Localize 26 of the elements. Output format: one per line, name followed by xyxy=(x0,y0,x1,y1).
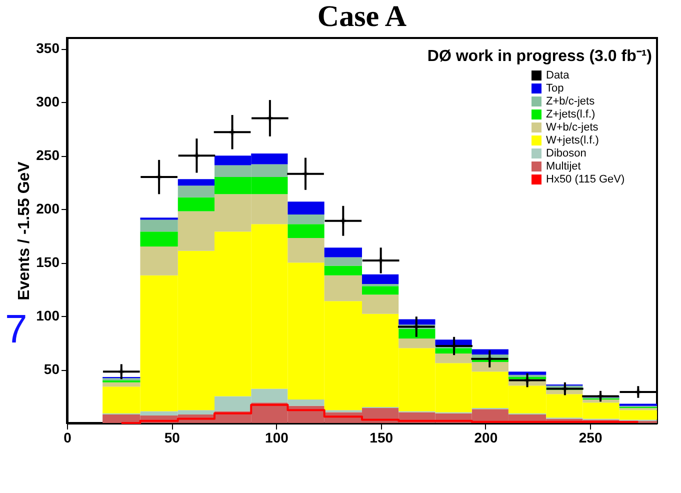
x-tick-label: 100 xyxy=(265,430,289,446)
y-tick-label: 150 xyxy=(36,254,60,270)
legend-label: Multijet xyxy=(546,160,581,172)
y-axis-title: Events / -1.55 GeV xyxy=(16,161,34,300)
legend-label: W+b/c-jets xyxy=(546,122,599,134)
legend-label: Diboson xyxy=(546,148,586,160)
legend-label: Z+b/c-jets xyxy=(546,96,596,108)
x-tick-label: 150 xyxy=(370,430,394,446)
text: 7 xyxy=(5,308,28,352)
y-tick-label: 100 xyxy=(36,308,60,324)
y-tick-label: 250 xyxy=(36,147,60,164)
legend-label: Data xyxy=(546,70,570,82)
y-tick-label: 350 xyxy=(36,40,60,56)
legend-label: Top xyxy=(546,82,564,94)
x-tick-label: 250 xyxy=(578,430,602,446)
legend-label: W+jets(l.f.) xyxy=(546,134,599,146)
y-tick-label: 50 xyxy=(44,361,60,378)
y-tick-label: 300 xyxy=(36,94,60,110)
x-tick-label: 200 xyxy=(474,430,498,446)
chart-title: Case A xyxy=(317,0,407,33)
y-tick-label: 200 xyxy=(36,200,60,217)
annotation: DØ work in progress (3.0 fb⁻¹) xyxy=(427,48,652,65)
legend-label: Z+jets(l.f.) xyxy=(546,108,596,120)
legend-label: Hx50 (115 GeV) xyxy=(546,174,625,186)
x-tick-label: 50 xyxy=(164,430,180,446)
x-tick-label: 0 xyxy=(64,430,72,446)
